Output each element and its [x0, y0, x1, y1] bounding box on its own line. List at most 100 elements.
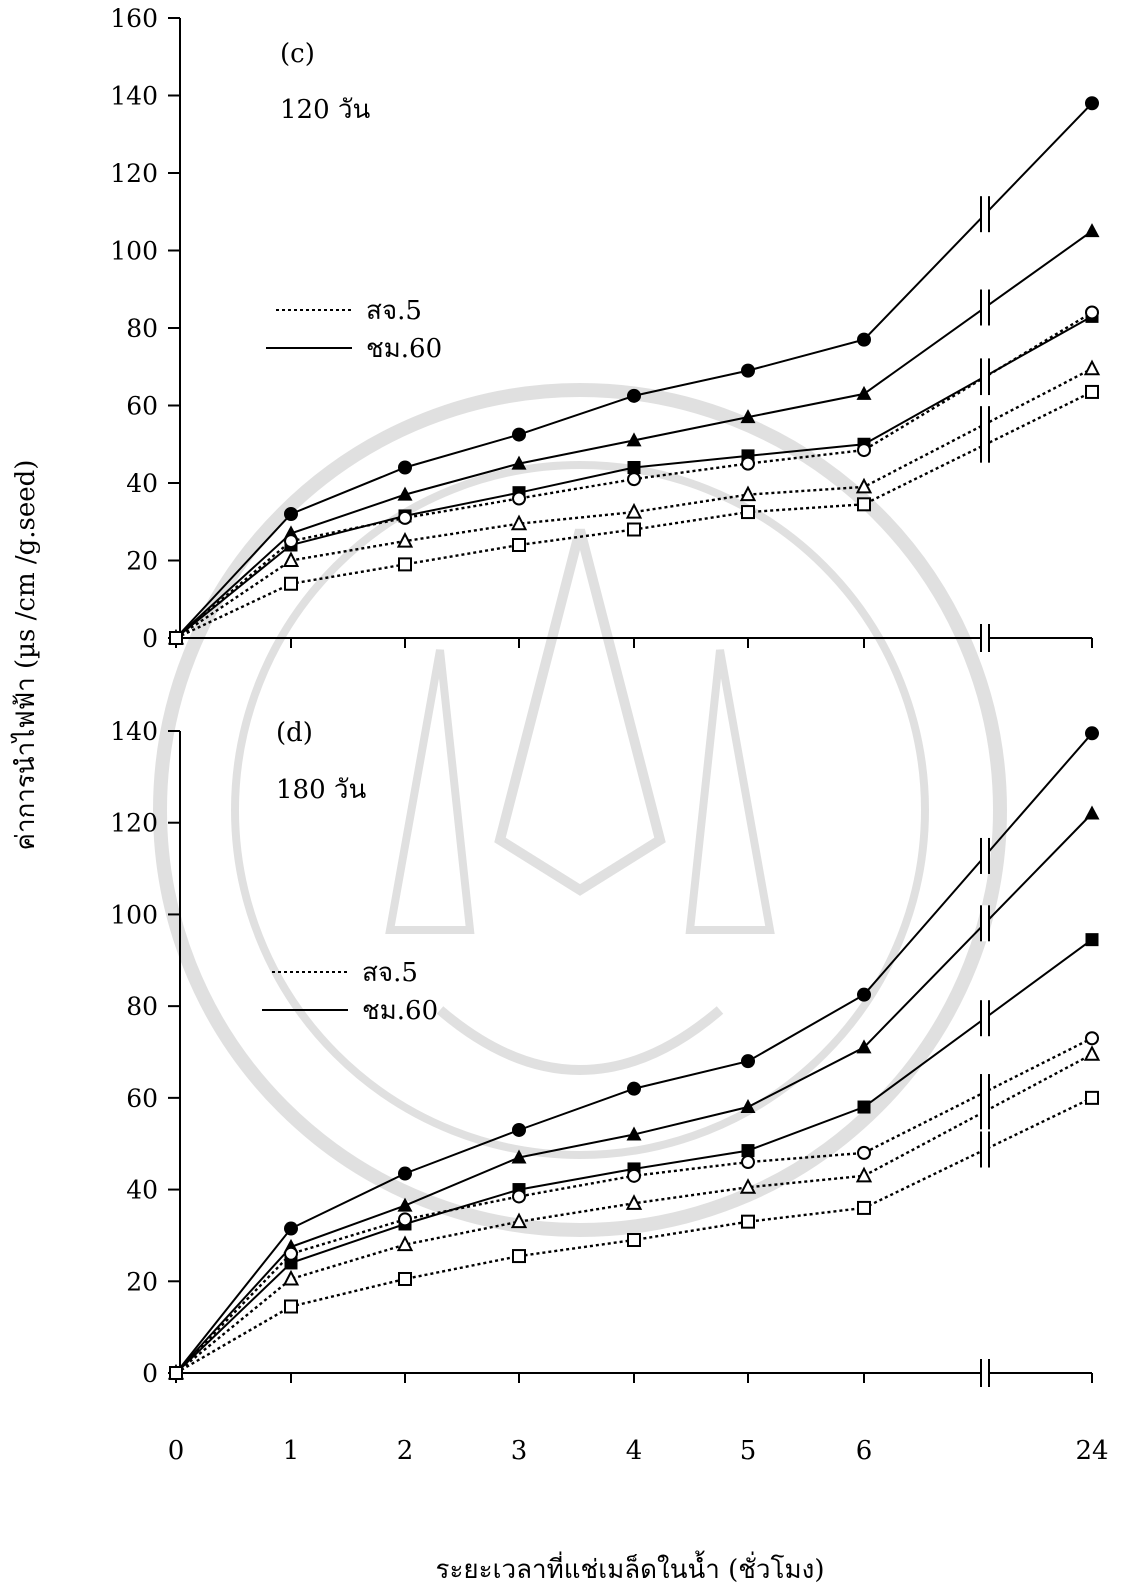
panel-d-y-tick-label: 40: [126, 1176, 158, 1205]
panel-d-series-5-point: [627, 1233, 641, 1248]
panel-d-series-5-point: [857, 1200, 871, 1215]
panel-d-series-3-point: [627, 1168, 641, 1183]
panel-d-series-3-point: [857, 1145, 871, 1160]
panel-c-series-0-point: [741, 363, 755, 378]
panel-d-series-1-point: [397, 1197, 413, 1212]
panel-d-series-0-point: [1085, 726, 1099, 741]
panel-c-series-3-break-gap: [982, 359, 988, 396]
panel-d-series-4-point: [282, 1269, 300, 1286]
panel-d-series-0-line: [175, 732, 1093, 1374]
panel-c-legend-solid-label: ชม.60: [366, 334, 442, 364]
panel-d-series-0-point: [741, 1054, 755, 1069]
panel-c-series-4-point: [510, 514, 528, 531]
panel-c-y-tick-label: 40: [126, 469, 158, 498]
panel-d-series-0-point: [398, 1166, 412, 1181]
panel-d-series-5-point: [284, 1299, 298, 1314]
panel-c-series-5-point: [1085, 384, 1099, 399]
panel-c-series-3-point: [284, 534, 298, 549]
panel-d-y-tick-label: 120: [110, 809, 158, 838]
panel-c-series-5-point: [169, 631, 183, 645]
panel-d-series-2-point: [741, 1144, 755, 1158]
panel-c-series-1-point: [1084, 223, 1100, 238]
panel-d-series-4-point: [1083, 1045, 1101, 1061]
panel-d-series-5-point: [512, 1249, 526, 1264]
panel-d-series-4-point: [396, 1235, 414, 1252]
panel-c-series-5-line: [175, 390, 1093, 640]
panel-d-series-0-point: [512, 1122, 526, 1137]
panel-c-series-0-point: [512, 427, 526, 442]
panel-c-series-4-point: [855, 477, 873, 494]
panel-d-series-4-break-gap: [982, 1093, 988, 1130]
panel-d-series-3-point: [284, 1246, 298, 1261]
panel-d-series-5-break-gap: [982, 1131, 988, 1168]
panel-d-series-2-point: [857, 1100, 871, 1114]
panel-c-series-4-point: [396, 531, 414, 548]
panel-c-series-1-point: [511, 455, 527, 470]
panel-c-chart: 0 20 40 60 80 100 120 140 160 (c) 120 วันสจ.5 ชม.60: [110, 4, 1101, 653]
panel-d-series-1-point: [856, 1039, 872, 1054]
panel-d-series-2-point: [1085, 933, 1099, 947]
panel-d-series-5-point: [169, 1366, 183, 1380]
panel-d-legend-solid-label: ชม.60: [362, 996, 438, 1026]
panel-c-subtitle: 120 วัน: [280, 95, 370, 125]
x-tick-label: 5: [740, 1436, 757, 1466]
panel-c-y-tick-label: 140: [110, 82, 158, 111]
panel-c-series-3-point: [857, 443, 871, 458]
panel-d-series-3-point: [741, 1155, 755, 1170]
panel-c-series-5-point: [512, 538, 526, 552]
panel-d-series-3-point: [512, 1189, 526, 1204]
panel-d-y-tick-label: 100: [110, 900, 158, 929]
panel-c-series-2-line: [175, 315, 1093, 639]
panel-c-y-tick-label: 80: [126, 314, 158, 343]
x-axis-title: ระยะเวลาที่แช่เมล็ดในน้ำ (ชั่วโมง): [436, 1550, 825, 1585]
panel-d-series-0-point: [627, 1081, 641, 1096]
panel-d-series-5-point: [398, 1271, 412, 1286]
panel-c-series-0-point: [1085, 96, 1099, 111]
panel-c-series-4-point: [282, 551, 300, 567]
panel-d-series-1-point: [740, 1099, 756, 1114]
panel-d-series-1-point: [626, 1126, 642, 1141]
panel-d-series-5-point: [741, 1214, 755, 1229]
panel-d-series-1-point: [511, 1149, 527, 1164]
panel-c-series-0-line: [175, 102, 1093, 639]
panel-d-series-5-point: [1085, 1090, 1099, 1105]
panel-c-series-0-break-gap: [982, 196, 988, 233]
panel-d-series-4-point: [625, 1194, 643, 1210]
panel-d-label: (d): [276, 718, 313, 748]
panel-c-series-5-point: [627, 522, 641, 537]
panel-c-series-0-point: [398, 460, 412, 475]
panel-c-series-3-point: [741, 456, 755, 471]
x-tick-labels: 0 1 2 3 4 5 6 24: [168, 1436, 1109, 1466]
panel-d-series-2-break-gap: [982, 1000, 988, 1037]
panel-c-series-4-point: [739, 485, 757, 502]
panel-c-series-2-point: [627, 461, 641, 474]
x-tick-label: 24: [1075, 1436, 1108, 1466]
panel-d-series-2-line: [175, 938, 1093, 1374]
panel-d-series-3-point: [1085, 1031, 1099, 1046]
x-tick-label: 0: [168, 1436, 185, 1466]
panel-c-series-5-point: [741, 505, 755, 520]
panel-c-series-0-point: [627, 388, 641, 403]
x-tick-label: 2: [397, 1436, 414, 1466]
panel-c-series-3-point: [627, 472, 641, 487]
panel-d-series-4-point: [510, 1212, 528, 1229]
panel-c-series-1-line: [175, 230, 1093, 639]
panel-c-series-1-point: [397, 486, 413, 501]
panel-c-y-tick-label: 20: [126, 547, 158, 576]
panel-d-series-1-point: [1084, 805, 1100, 820]
x-tick-label: 4: [626, 1436, 643, 1466]
panel-c-y-tick-label: 0: [142, 624, 158, 653]
panel-d-series-3-break-gap: [982, 1074, 988, 1111]
panel-c-series-4-line: [175, 367, 1093, 639]
panel-c-series-3-point: [1085, 305, 1099, 320]
panel-c-series-1-point: [740, 409, 756, 424]
panel-c-series-1-point: [856, 385, 872, 400]
panel-c-series-5-point: [398, 557, 412, 572]
panel-d-y-tick-label: 140: [110, 717, 158, 746]
panel-c-series-1-point: [626, 432, 642, 447]
panel-d-y-tick-label: 60: [126, 1084, 158, 1113]
panel-d-series-0-point: [857, 987, 871, 1002]
panel-c-y-tick-label: 160: [110, 4, 158, 33]
panel-c-series-1-break-gap: [982, 289, 988, 326]
panel-c-label: (c): [280, 39, 315, 69]
